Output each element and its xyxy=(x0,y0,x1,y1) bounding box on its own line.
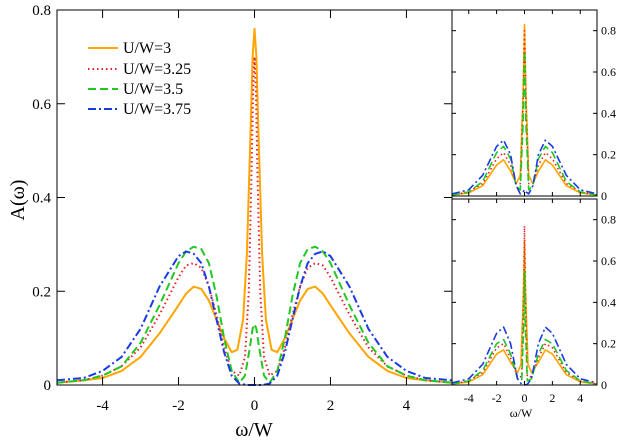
y-tick-label-1-2: 0.4 xyxy=(601,106,616,120)
y-tick-label-2-3: 0.6 xyxy=(601,254,616,268)
series-line-1-2 xyxy=(451,50,598,196)
legend-entry-u325: U/W=3.25 xyxy=(88,61,191,78)
inset-top-curves xyxy=(451,23,598,196)
y-tick-label-1-1: 0.2 xyxy=(601,148,616,162)
y-tick-label-1-3: 0.6 xyxy=(601,65,616,79)
y-tick-label-0-2: 0.4 xyxy=(32,191,51,207)
inset-top-ticks: 0 0.2 0.4 0.6 0.8 xyxy=(452,10,616,203)
series-line-1-0 xyxy=(451,23,598,196)
x-tick-label-0-2: 0 xyxy=(251,398,259,414)
y-tick-label-1-4: 0.8 xyxy=(601,24,616,38)
y-tick-label-1-0: 0 xyxy=(601,189,607,203)
main-panel: -4 -2 0 2 4 0 0.2 0.4 0.6 0.8 ω/W A(ω) U/W=3 U/W=… xyxy=(7,3,453,441)
y-tick-label-0-1: 0.2 xyxy=(32,284,51,300)
series-line-2-1 xyxy=(451,225,598,385)
legend-label-u35: U/W=3.5 xyxy=(123,81,183,98)
x-tick-label-2-2: 0 xyxy=(522,391,528,405)
legend-label-u3: U/W=3 xyxy=(123,40,171,57)
y-axis-title: A(ω) xyxy=(7,180,29,221)
main-ticks: -4 -2 0 2 4 0 0.2 0.4 0.6 0.8 xyxy=(32,3,452,414)
x-tick-label-2-4: 4 xyxy=(577,391,583,405)
legend-label-u375: U/W=3.75 xyxy=(123,101,191,118)
x-tick-label-0-1: -2 xyxy=(172,398,185,414)
y-tick-label-2-1: 0.2 xyxy=(601,337,616,351)
legend-entry-u35: U/W=3.5 xyxy=(88,81,183,98)
legend: U/W=3 U/W=3.25 U/W=3.5 U/W=3.75 xyxy=(88,40,191,118)
series-line-1-3 xyxy=(451,139,598,195)
legend-entry-u3: U/W=3 xyxy=(88,40,171,57)
y-tick-label-2-2: 0.4 xyxy=(601,295,616,309)
main-plot-frame xyxy=(56,9,453,386)
legend-entry-u375: U/W=3.75 xyxy=(88,101,191,118)
legend-label-u325: U/W=3.25 xyxy=(123,61,191,78)
series-line-2-2 xyxy=(451,270,598,385)
x-tick-label-2-3: 2 xyxy=(549,391,555,405)
inset-x-axis-title: ω/W xyxy=(510,406,533,420)
inset-bottom-ticks: -4 -2 0 2 4 0 0.2 0.4 0.6 0.8 xyxy=(452,199,616,405)
x-tick-label-2-0: -4 xyxy=(464,391,474,405)
x-tick-label-2-1: -2 xyxy=(492,391,502,405)
y-tick-label-0-4: 0.8 xyxy=(32,3,51,19)
y-tick-label-2-0: 0 xyxy=(601,378,607,392)
y-tick-label-2-4: 0.8 xyxy=(601,213,616,227)
series-line-0-2 xyxy=(56,245,453,384)
x-tick-label-0-3: 2 xyxy=(327,398,335,414)
x-tick-label-0-0: -4 xyxy=(96,398,109,414)
inset-bottom-panel: -4 -2 0 2 4 0 0.2 0.4 0.6 0.8 ω/W xyxy=(451,198,616,420)
series-line-1-1 xyxy=(451,29,598,196)
inset-top-frame xyxy=(451,9,598,197)
series-line-0-0 xyxy=(56,27,453,384)
series-line-0-1 xyxy=(56,55,453,384)
x-axis-title: ω/W xyxy=(235,419,273,441)
inset-bottom-frame xyxy=(451,198,598,386)
y-tick-label-0-0: 0 xyxy=(44,378,52,394)
x-tick-label-0-4: 4 xyxy=(403,398,411,414)
y-tick-label-0-3: 0.6 xyxy=(32,97,51,113)
inset-top-panel: 0 0.2 0.4 0.6 0.8 xyxy=(451,9,616,203)
